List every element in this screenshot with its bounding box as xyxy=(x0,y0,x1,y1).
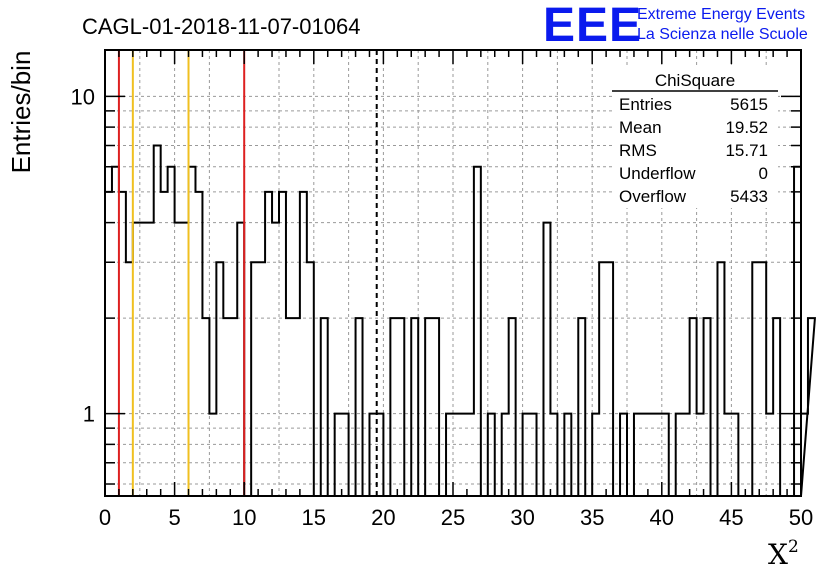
y-axis-label: Entries/bin xyxy=(6,51,36,174)
x-tick-label: 20 xyxy=(371,505,395,530)
stats-value: 0 xyxy=(759,164,768,183)
eee-logo: EEE Extreme Energy Events La Scienza nel… xyxy=(543,0,808,52)
histogram-outline xyxy=(104,144,817,497)
y-tick-label: 10 xyxy=(71,84,95,109)
stats-label: Underflow xyxy=(619,164,696,183)
stats-label: RMS xyxy=(619,141,657,160)
stats-label: Entries xyxy=(619,95,672,114)
logo-text: EEE xyxy=(543,0,642,52)
stats-box: ChiSquare Entries 5615 Mean 19.52 RMS 15.71 Und… xyxy=(612,68,778,208)
x-tick-label: 35 xyxy=(580,505,604,530)
logo-line1: Extreme Energy Events xyxy=(637,6,805,23)
stats-value: 5433 xyxy=(730,187,768,206)
x-tick-label: 25 xyxy=(441,505,465,530)
stats-value: 19.52 xyxy=(725,118,768,137)
marker-lines xyxy=(117,50,378,496)
x-tick-label: 40 xyxy=(650,505,674,530)
x-tick-label: 30 xyxy=(510,505,534,530)
axis-ticks: 0 5 10 15 20 25 30 35 40 45 50 1 10 xyxy=(71,50,813,530)
x-axis-label: X xyxy=(768,538,788,571)
x-tick-label: 15 xyxy=(302,505,326,530)
histogram-bars xyxy=(104,144,817,497)
x-tick-label: 10 xyxy=(232,505,256,530)
stats-value: 15.71 xyxy=(725,141,768,160)
y-tick-label: 1 xyxy=(83,402,95,427)
x-tick-label: 45 xyxy=(719,505,743,530)
stats-label: Mean xyxy=(619,118,662,137)
stats-value: 5615 xyxy=(730,95,768,114)
stats-title: ChiSquare xyxy=(655,71,735,90)
stats-label: Overflow xyxy=(619,187,687,206)
x-tick-label: 5 xyxy=(168,505,180,530)
x-tick-label: 50 xyxy=(789,505,813,530)
chart-title: CAGL-01-2018-11-07-01064 xyxy=(82,14,360,39)
logo-line2: La Scienza nelle Scuole xyxy=(637,26,808,43)
x-axis-label-superscript: 2 xyxy=(788,537,799,557)
x-tick-label: 0 xyxy=(99,505,111,530)
